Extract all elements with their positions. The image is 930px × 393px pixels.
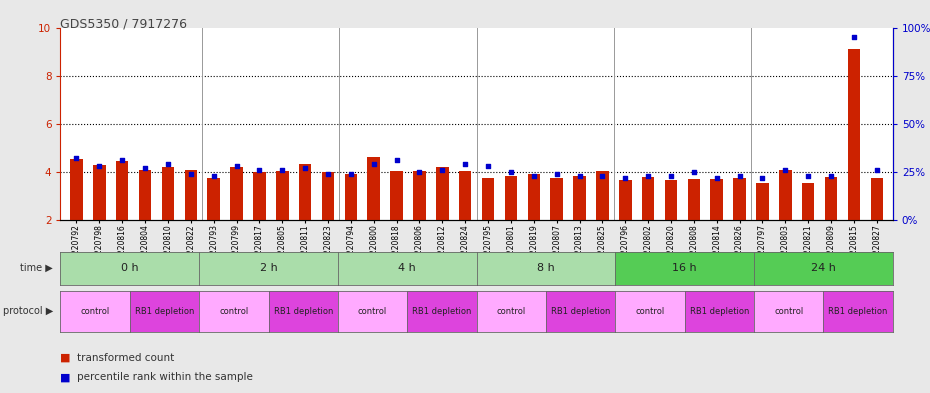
Point [298, 165, 312, 171]
Point [550, 171, 565, 177]
Text: protocol ▶: protocol ▶ [3, 307, 53, 316]
Bar [711, 179, 723, 220]
Point [618, 174, 632, 181]
Text: RB1 depletion: RB1 depletion [551, 307, 610, 316]
Point [321, 171, 336, 177]
Point [114, 157, 129, 163]
Text: ■: ■ [60, 372, 71, 382]
Bar [551, 178, 563, 220]
Text: RB1 depletion: RB1 depletion [412, 307, 472, 316]
Bar [391, 171, 403, 220]
Text: 24 h: 24 h [811, 263, 836, 273]
Point [435, 167, 450, 173]
Point [686, 169, 701, 175]
Text: 8 h: 8 h [538, 263, 555, 273]
Point [275, 167, 290, 173]
Bar [276, 171, 288, 220]
Point [732, 173, 747, 179]
Text: RB1 depletion: RB1 depletion [690, 307, 749, 316]
Bar [687, 179, 700, 220]
Bar [231, 167, 243, 220]
Bar [870, 178, 883, 220]
Bar [825, 177, 837, 220]
Bar [436, 167, 448, 220]
Point [572, 173, 587, 179]
Bar [367, 158, 380, 220]
Bar [573, 176, 586, 220]
Bar [642, 177, 655, 220]
Point [526, 173, 541, 179]
Point [846, 34, 861, 40]
Bar [139, 169, 152, 220]
Point [229, 163, 244, 169]
Point [458, 161, 472, 167]
Bar [596, 171, 608, 220]
Point [777, 167, 792, 173]
Point [138, 165, 153, 171]
Point [481, 163, 496, 169]
Point [595, 173, 610, 179]
Point [801, 173, 816, 179]
Bar [756, 183, 769, 220]
Bar [184, 169, 197, 220]
Text: percentile rank within the sample: percentile rank within the sample [77, 372, 253, 382]
Bar [345, 174, 357, 220]
Text: 2 h: 2 h [259, 263, 277, 273]
Bar [299, 163, 312, 220]
Text: control: control [81, 307, 110, 316]
Bar [527, 174, 540, 220]
Text: 4 h: 4 h [398, 263, 416, 273]
Text: 0 h: 0 h [121, 263, 139, 273]
Point [663, 173, 678, 179]
Point [161, 161, 176, 167]
Text: RB1 depletion: RB1 depletion [829, 307, 888, 316]
Point [870, 167, 884, 173]
Bar [482, 178, 495, 220]
Bar [847, 49, 860, 220]
Bar [802, 183, 815, 220]
Point [755, 174, 770, 181]
Text: control: control [774, 307, 804, 316]
Point [641, 173, 656, 179]
Bar [207, 178, 220, 220]
Point [69, 155, 84, 162]
Text: control: control [358, 307, 387, 316]
Bar [458, 171, 472, 220]
Point [92, 163, 107, 169]
Text: ■: ■ [60, 353, 71, 363]
Point [183, 171, 198, 177]
Text: time ▶: time ▶ [20, 263, 53, 273]
Text: control: control [219, 307, 248, 316]
Bar [322, 172, 334, 220]
Text: GDS5350 / 7917276: GDS5350 / 7917276 [60, 18, 188, 31]
Point [366, 161, 381, 167]
Bar [779, 169, 791, 220]
Point [710, 174, 724, 181]
Point [206, 173, 221, 179]
Text: control: control [635, 307, 665, 316]
Bar [116, 161, 128, 220]
Point [252, 167, 267, 173]
Point [503, 169, 518, 175]
Bar [619, 180, 631, 220]
Bar [665, 180, 677, 220]
Text: 16 h: 16 h [672, 263, 697, 273]
Text: control: control [497, 307, 526, 316]
Text: transformed count: transformed count [77, 353, 175, 363]
Bar [162, 167, 174, 220]
Point [343, 171, 358, 177]
Bar [70, 159, 83, 220]
Text: RB1 depletion: RB1 depletion [273, 307, 333, 316]
Bar [733, 178, 746, 220]
Point [412, 169, 427, 175]
Text: RB1 depletion: RB1 depletion [135, 307, 194, 316]
Bar [505, 176, 517, 220]
Bar [93, 165, 106, 220]
Bar [413, 171, 426, 220]
Point [824, 173, 839, 179]
Point [389, 157, 404, 163]
Bar [253, 172, 266, 220]
